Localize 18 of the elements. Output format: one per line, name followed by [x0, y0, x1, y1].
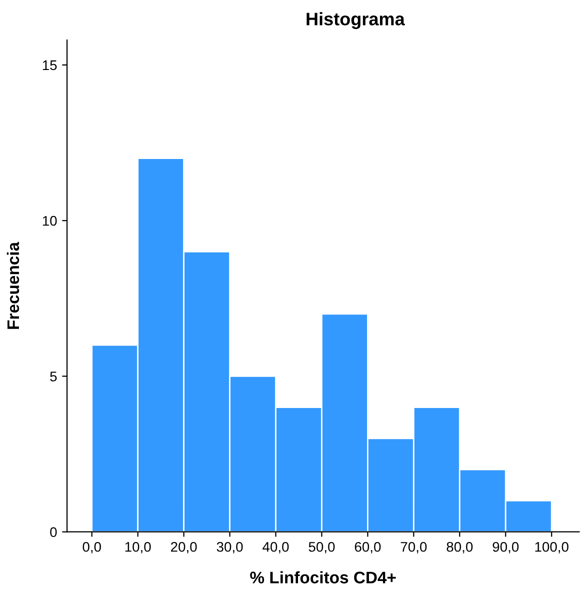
x-axis-title: % Linfocitos CD4+ — [250, 571, 396, 584]
x-tick-label: 40,0 — [262, 542, 289, 554]
x-tick-label: 90,0 — [492, 542, 519, 554]
x-tick-label: 100,0 — [535, 542, 568, 554]
y-tick-label: 5 — [50, 372, 57, 382]
x-tick-label: 80,0 — [446, 542, 473, 554]
y-tick-label: 10 — [42, 216, 57, 226]
x-tick-label: 20,0 — [170, 542, 197, 554]
y-tick-label: 15 — [42, 60, 57, 70]
y-axis-title: Frecuencia — [6, 242, 20, 329]
x-tick-label: 0,0 — [82, 542, 101, 554]
x-tick-label: 70,0 — [400, 542, 427, 554]
x-tick-label: 50,0 — [308, 542, 335, 554]
chart-title: Histograma — [306, 12, 405, 30]
x-tick-label: 60,0 — [354, 542, 381, 554]
x-tick-label: 30,0 — [216, 542, 243, 554]
x-tick-label: 10,0 — [125, 542, 151, 554]
y-tick-label: 0 — [50, 527, 57, 538]
